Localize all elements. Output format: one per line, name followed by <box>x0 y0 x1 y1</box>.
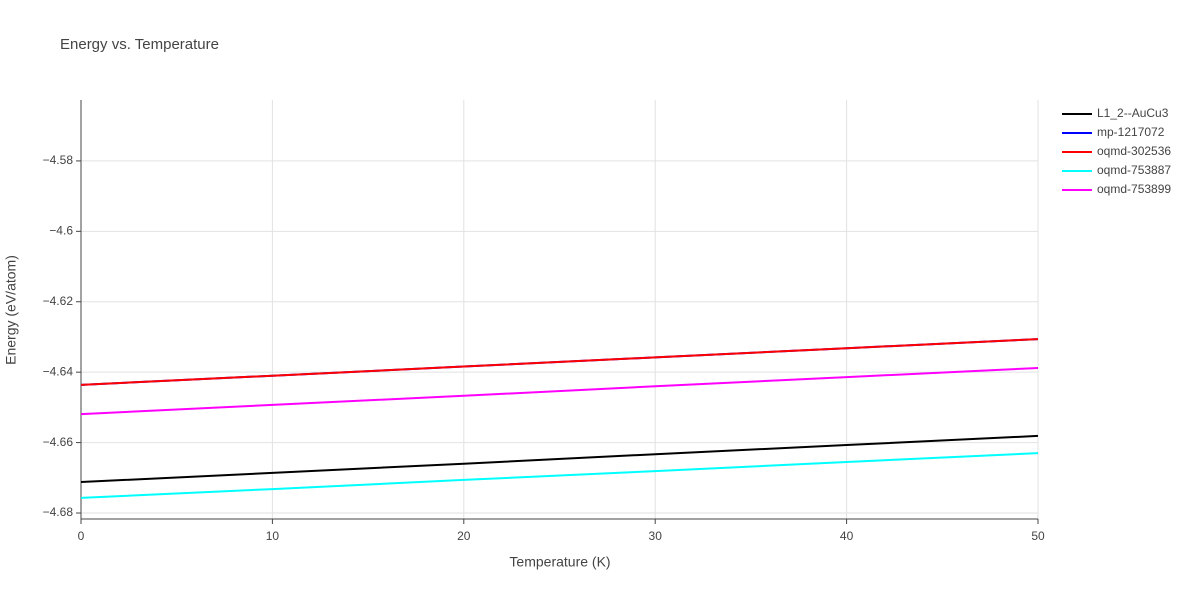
x-tick-label: 20 <box>457 529 471 543</box>
y-tick-label: −4.62 <box>43 294 74 308</box>
x-tick-label: 40 <box>840 529 854 543</box>
y-tick-label: −4.68 <box>43 505 74 519</box>
series-line <box>80 366 1039 416</box>
x-tick-label: 0 <box>78 529 85 543</box>
x-tick-label: 10 <box>266 529 280 543</box>
y-axis-title: Energy (eV/atom) <box>3 255 19 365</box>
series-line <box>80 452 1039 499</box>
y-tick-label: −4.64 <box>43 364 74 378</box>
legend-label: L1_2--AuCu3 <box>1097 106 1169 120</box>
y-tick-label: −4.6 <box>49 224 73 238</box>
series-line <box>80 434 1039 484</box>
series-line <box>80 338 1039 386</box>
chart-title: Energy vs. Temperature <box>60 36 219 53</box>
legend-label: mp-1217072 <box>1097 125 1165 139</box>
y-tick-label: −4.66 <box>43 435 74 449</box>
legend-label: oqmd-753887 <box>1097 163 1171 177</box>
y-tick-label: −4.58 <box>43 153 74 167</box>
legend-label: oqmd-753899 <box>1097 182 1171 196</box>
x-tick-label: 30 <box>649 529 663 543</box>
legend-label: oqmd-302536 <box>1097 144 1171 158</box>
x-tick-label: 50 <box>1031 529 1045 543</box>
x-axis-title: Temperature (K) <box>509 554 610 570</box>
